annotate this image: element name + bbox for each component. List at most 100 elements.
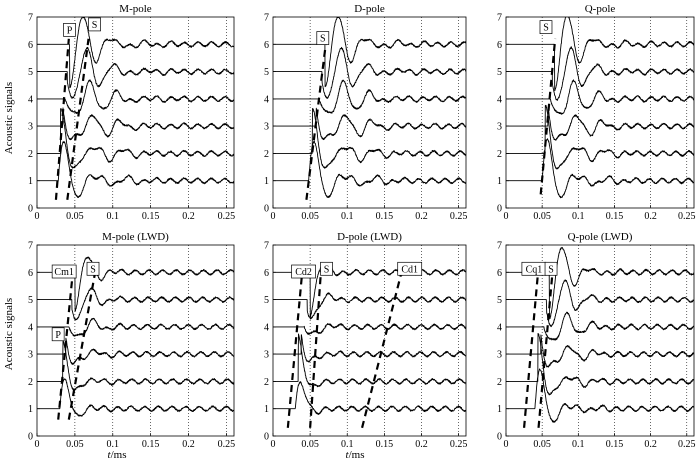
signal-trace bbox=[37, 378, 234, 417]
x-tick-label: 0.15 bbox=[606, 211, 624, 222]
y-tick-label: 3 bbox=[28, 122, 33, 133]
y-tick-label: 6 bbox=[28, 40, 33, 51]
y-tick-label: 2 bbox=[28, 149, 33, 160]
panel-title: D-pole (LWD) bbox=[337, 231, 402, 243]
y-tick-label: 5 bbox=[28, 295, 33, 306]
y-tick-label: 7 bbox=[28, 13, 33, 24]
x-tick-label: 0.25 bbox=[218, 211, 236, 222]
arrival-label-s: S bbox=[86, 261, 100, 276]
x-tick-label: 0 bbox=[35, 439, 40, 450]
arrival-line-s bbox=[539, 38, 557, 195]
y-axis-label-top: Acoustic signals bbox=[3, 82, 15, 154]
y-tick-label: 1 bbox=[28, 404, 33, 415]
y-tick-label: 1 bbox=[497, 404, 502, 415]
y-tick-label: 3 bbox=[264, 122, 269, 133]
axis-frame bbox=[272, 16, 467, 209]
signal-trace bbox=[37, 107, 234, 141]
traces bbox=[37, 17, 234, 199]
y-tick-label: 0 bbox=[497, 432, 502, 443]
panel-2: 0 0.05 0.1 0.15 0.2 0.25 0 1 2 3 4 5 6 7 D-pole S bbox=[264, 3, 467, 222]
signal-trace bbox=[37, 337, 234, 365]
panel-title: Q-pole (LWD) bbox=[568, 231, 633, 243]
x-tick-label: 0.15 bbox=[376, 211, 394, 222]
axis-frame bbox=[505, 244, 695, 437]
x-tick-label: 0.25 bbox=[450, 439, 468, 450]
arrival-label-s: S bbox=[88, 17, 101, 32]
x-tick-label: 0.1 bbox=[107, 439, 120, 450]
signal-trace bbox=[273, 46, 466, 99]
x-tick-label: 0 bbox=[504, 211, 509, 222]
svg-text:S: S bbox=[90, 264, 96, 275]
arrival-label-cd1: Cd1 bbox=[397, 261, 423, 276]
arrival-line-s bbox=[537, 266, 555, 428]
y-tick-label: 0 bbox=[28, 432, 33, 443]
axis-frame bbox=[505, 16, 695, 209]
panel-1: 0 0.05 0.1 0.15 0.2 0.25 0 1 2 3 4 5 6 7 M-pole P S bbox=[28, 3, 235, 222]
x-tick-label: 0.2 bbox=[644, 439, 657, 450]
y-tick-label: 3 bbox=[497, 122, 502, 133]
y-tick-label: 6 bbox=[497, 268, 502, 279]
signal-trace bbox=[273, 108, 466, 169]
x-axis-label-center: t/ms bbox=[346, 449, 365, 461]
x-tick-label: 0.25 bbox=[678, 211, 696, 222]
signal-trace bbox=[37, 17, 234, 89]
y-tick-label: 2 bbox=[28, 377, 33, 388]
x-tick-label: 0.15 bbox=[142, 439, 160, 450]
y-axis-label-bottom: Acoustic signals bbox=[3, 298, 15, 370]
y-tick-label: 3 bbox=[264, 350, 269, 361]
x-tick-label: 0 bbox=[271, 439, 276, 450]
arrival-line-cd1 bbox=[361, 266, 404, 429]
x-tick-label: 0.1 bbox=[572, 211, 585, 222]
y-tick-label: 0 bbox=[497, 204, 502, 215]
svg-text:S: S bbox=[543, 23, 549, 34]
y-tick-label: 6 bbox=[264, 268, 269, 279]
traces bbox=[273, 262, 466, 415]
arrival-label-s: S bbox=[544, 261, 558, 276]
svg-text:Cq1: Cq1 bbox=[526, 264, 543, 275]
signal-trace bbox=[506, 311, 694, 341]
signal-trace bbox=[273, 333, 466, 388]
y-tick-label: 4 bbox=[264, 94, 269, 105]
signal-trace bbox=[506, 279, 694, 328]
x-tick-label: 0.15 bbox=[376, 439, 394, 450]
y-tick-label: 0 bbox=[28, 204, 33, 215]
x-tick-label: 0.1 bbox=[341, 439, 354, 450]
x-tick-label: 0.05 bbox=[301, 211, 319, 222]
x-tick-label: 0.15 bbox=[606, 439, 624, 450]
arrival-label-s: S bbox=[539, 20, 553, 34]
signal-trace bbox=[37, 340, 234, 391]
arrival-label-cm1: Cm1 bbox=[51, 264, 77, 279]
svg-text:P: P bbox=[67, 25, 73, 36]
arrival-label-s: S bbox=[320, 261, 333, 276]
traces bbox=[273, 17, 466, 198]
panel-title: M-pole (LWD) bbox=[102, 231, 169, 243]
signal-trace bbox=[506, 79, 694, 115]
y-tick-label: 3 bbox=[497, 350, 502, 361]
signal-trace bbox=[273, 107, 466, 141]
panel-title: M-pole bbox=[119, 3, 152, 15]
signal-trace bbox=[506, 106, 694, 141]
traces bbox=[506, 17, 694, 199]
panel-5: 0 0.05 0.1 0.15 0.2 0.25 0 1 2 3 4 5 6 7 D-pole (LWD) C… bbox=[264, 231, 467, 450]
signal-trace bbox=[506, 17, 694, 92]
x-tick-label: 0.1 bbox=[341, 211, 354, 222]
x-axis-label-left: t/ms bbox=[108, 449, 127, 461]
x-tick-label: 0.25 bbox=[450, 211, 468, 222]
arrival-line-s bbox=[66, 38, 90, 200]
arrival-label-cq1: Cq1 bbox=[521, 261, 547, 276]
x-tick-label: 0.1 bbox=[572, 439, 585, 450]
y-tick-label: 7 bbox=[497, 13, 502, 24]
svg-text:S: S bbox=[92, 20, 98, 31]
y-tick-label: 1 bbox=[28, 176, 33, 187]
y-tick-label: 0 bbox=[264, 204, 269, 215]
signal-trace bbox=[273, 381, 466, 415]
signal-trace bbox=[273, 140, 466, 198]
panel-3: 0 0.05 0.1 0.15 0.2 0.25 0 1 2 3 4 5 6 7 Q-pole S bbox=[497, 3, 696, 222]
x-tick-label: 0 bbox=[504, 439, 509, 450]
y-tick-label: 1 bbox=[497, 176, 502, 187]
arrival-line-p bbox=[57, 266, 75, 420]
y-tick-label: 7 bbox=[28, 241, 33, 252]
svg-text:Cd2: Cd2 bbox=[295, 267, 312, 278]
y-tick-label: 7 bbox=[497, 241, 502, 252]
